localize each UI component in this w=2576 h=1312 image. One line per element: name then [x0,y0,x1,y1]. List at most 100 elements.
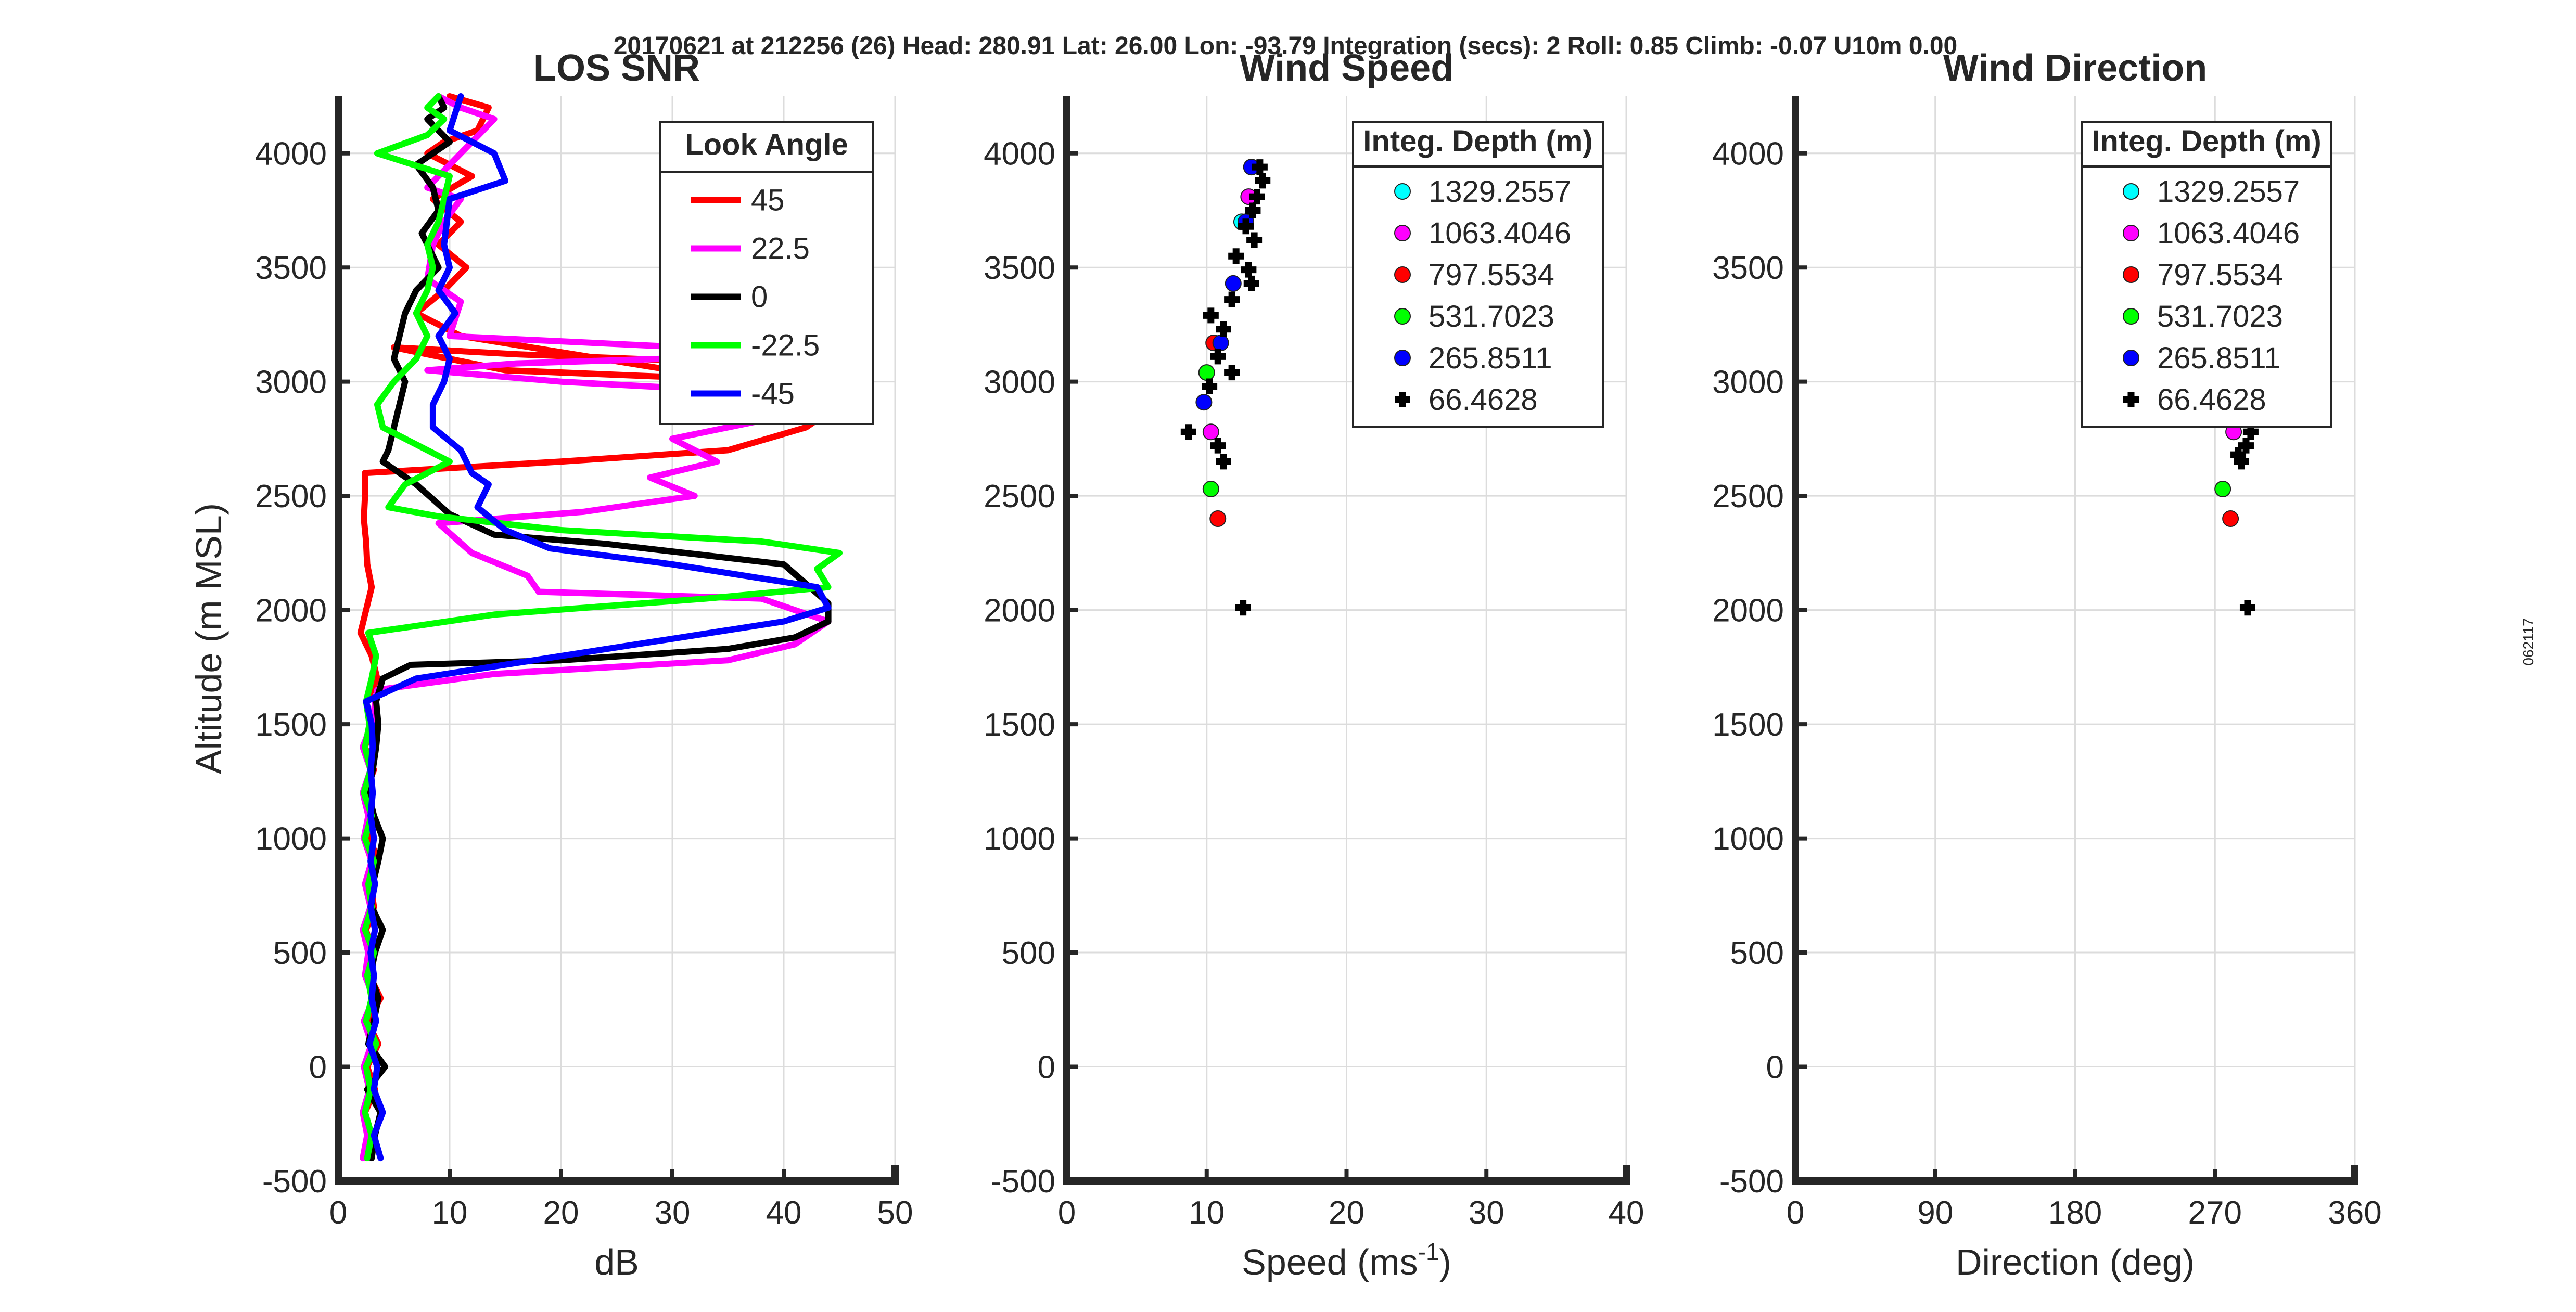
data-point-66.4628 [1241,262,1257,278]
x-tick-label: 0 [1787,1195,1804,1231]
y-tick-label: -500 [991,1164,1055,1200]
legend-swatch-265.8511 [2123,350,2139,366]
data-point-66.4628 [1202,378,1218,394]
legend-swatch-797.5534 [2123,266,2139,283]
data-point-531.7023 [2214,480,2231,497]
data-point-66.4628 [1238,218,1254,235]
data-point-66.4628 [1245,202,1261,218]
x-tick-label: 50 [877,1195,913,1231]
data-point-66.4628 [1228,248,1244,264]
legend-label--22.5: -22.5 [751,329,820,363]
y-tick-label: 3500 [984,250,1055,286]
x-axis-label: dB [594,1242,639,1282]
x-tick-label: 0 [329,1195,347,1231]
legend-swatch-66.4628 [1395,392,1410,407]
x-tick-label: 90 [1917,1195,1953,1231]
panel-3: 0 90 180 270 360-500050010001500200025003000… [1712,47,2382,1282]
legend-label-1329.2557: 1329.2557 [1429,175,1571,209]
y-tick-label: 2500 [984,479,1055,514]
panel-2: 0 10 20 30 40-500050010001500200025003000350… [984,47,1644,1282]
data-point-265.8511 [1225,275,1242,292]
data-point-66.4628 [1252,159,1268,175]
legend-label--45: -45 [751,377,795,411]
data-point-265.8511 [1195,394,1213,411]
y-tick-label: 1000 [984,821,1055,857]
data-point-66.4628 [1224,291,1240,307]
data-point-531.7023 [1198,364,1215,381]
legend-label-66.4628: 66.4628 [2157,383,2266,417]
y-tick-label: 1500 [255,707,327,743]
y-tick-label: -500 [262,1164,327,1200]
chart-panels: 0 10 20 30 40 50-5000500100015002000250030003… [188,47,2382,1282]
y-tick-label: 4000 [1712,136,1784,172]
data-point-66.4628 [2239,600,2255,616]
legend-title: Integ. Depth (m) [2092,124,2321,158]
y-tick-label: 500 [1730,935,1784,971]
y-tick-label: 1500 [984,707,1055,743]
y-tick-label: 1000 [255,821,327,857]
chart-title: Wind Speed [1240,47,1453,89]
data-point-265.8511 [1212,335,1229,352]
x-tick-label: 360 [2328,1195,2381,1231]
data-point-66.4628 [1246,232,1263,248]
x-tick-label: 10 [432,1195,468,1231]
legend-label-265.8511: 265.8511 [2157,341,2281,375]
data-point-66.4628 [1216,321,1231,337]
chart-title: Wind Direction [1943,47,2207,89]
y-tick-label: 0 [309,1050,327,1086]
data-point-66.4628 [1210,349,1226,365]
legend-swatch-797.5534 [1394,266,1411,283]
header-info: 20170621 at 212256 (26) Head: 280.91 Lat… [614,32,1958,60]
legend-swatch-66.4628 [2123,392,2139,407]
x-tick-label: 30 [655,1195,691,1231]
x-tick-label: 30 [1469,1195,1504,1231]
data-point-66.4628 [2238,438,2254,454]
y-tick-label: 3000 [984,365,1055,401]
x-axis-label: Speed (ms-1) [1242,1238,1451,1282]
series-line-22.5 [360,93,832,1162]
legend-label-531.7023: 531.7023 [1429,300,1554,333]
legend-swatch-1329.2557 [1394,183,1411,200]
legend: Integ. Depth (m) 1329.2557 1063.4046 797.55… [2081,121,2332,428]
panel-1: 0 10 20 30 40 50-5000500100015002000250030003… [188,47,913,1282]
x-tick-label: 40 [766,1195,802,1231]
y-tick-label: 2000 [255,593,327,629]
x-tick-label: 270 [2188,1195,2242,1231]
x-tick-label: 0 [1058,1195,1076,1231]
legend-swatch-1329.2557 [2123,183,2139,200]
data-layer [2214,423,2259,616]
data-point-66.4628 [1180,424,1196,440]
y-tick-label: 1000 [1712,821,1784,857]
legend-label-797.5534: 797.5534 [2157,258,2283,292]
x-tick-label: 40 [1609,1195,1644,1231]
y-tick-label: 2500 [1712,479,1784,514]
legend-title: Integ. Depth (m) [1363,124,1592,158]
x-axis-label-text: dB [594,1242,639,1282]
y-tick-label: 2500 [255,479,327,514]
legend-swatch-531.7023 [2123,308,2139,325]
legend-label-1329.2557: 1329.2557 [2157,175,2300,209]
legend: Look Angle 45 22.5 0 -22.5 -45 [659,121,874,425]
x-axis-label: Direction (deg) [1956,1242,2195,1282]
data-point-66.4628 [1249,189,1265,205]
x-tick-label: 20 [543,1195,579,1231]
legend-label-1063.4046: 1063.4046 [2157,216,2300,250]
legend-label-1063.4046: 1063.4046 [1429,216,1571,250]
data-point-531.7023 [1202,480,1219,497]
legend-swatch-531.7023 [1394,308,1411,325]
y-tick-label: 0 [1038,1050,1055,1086]
y-tick-label: 4000 [255,136,327,172]
chart-title: LOS SNR [533,47,700,89]
legend-swatch-1063.4046 [1394,225,1411,241]
data-point-66.4628 [1255,173,1271,189]
x-tick-label: 10 [1189,1195,1225,1231]
data-point-797.5534 [1209,510,1227,528]
x-axis-label-end: ) [1439,1242,1451,1282]
side-label: 062117 [2520,618,2536,665]
data-point-66.4628 [1243,275,1259,291]
legend-label-797.5534: 797.5534 [1429,258,1554,292]
legend-label-22.5: 22.5 [751,232,810,266]
data-point-66.4628 [1224,365,1240,381]
x-axis-label-sup: -1 [1418,1238,1439,1265]
